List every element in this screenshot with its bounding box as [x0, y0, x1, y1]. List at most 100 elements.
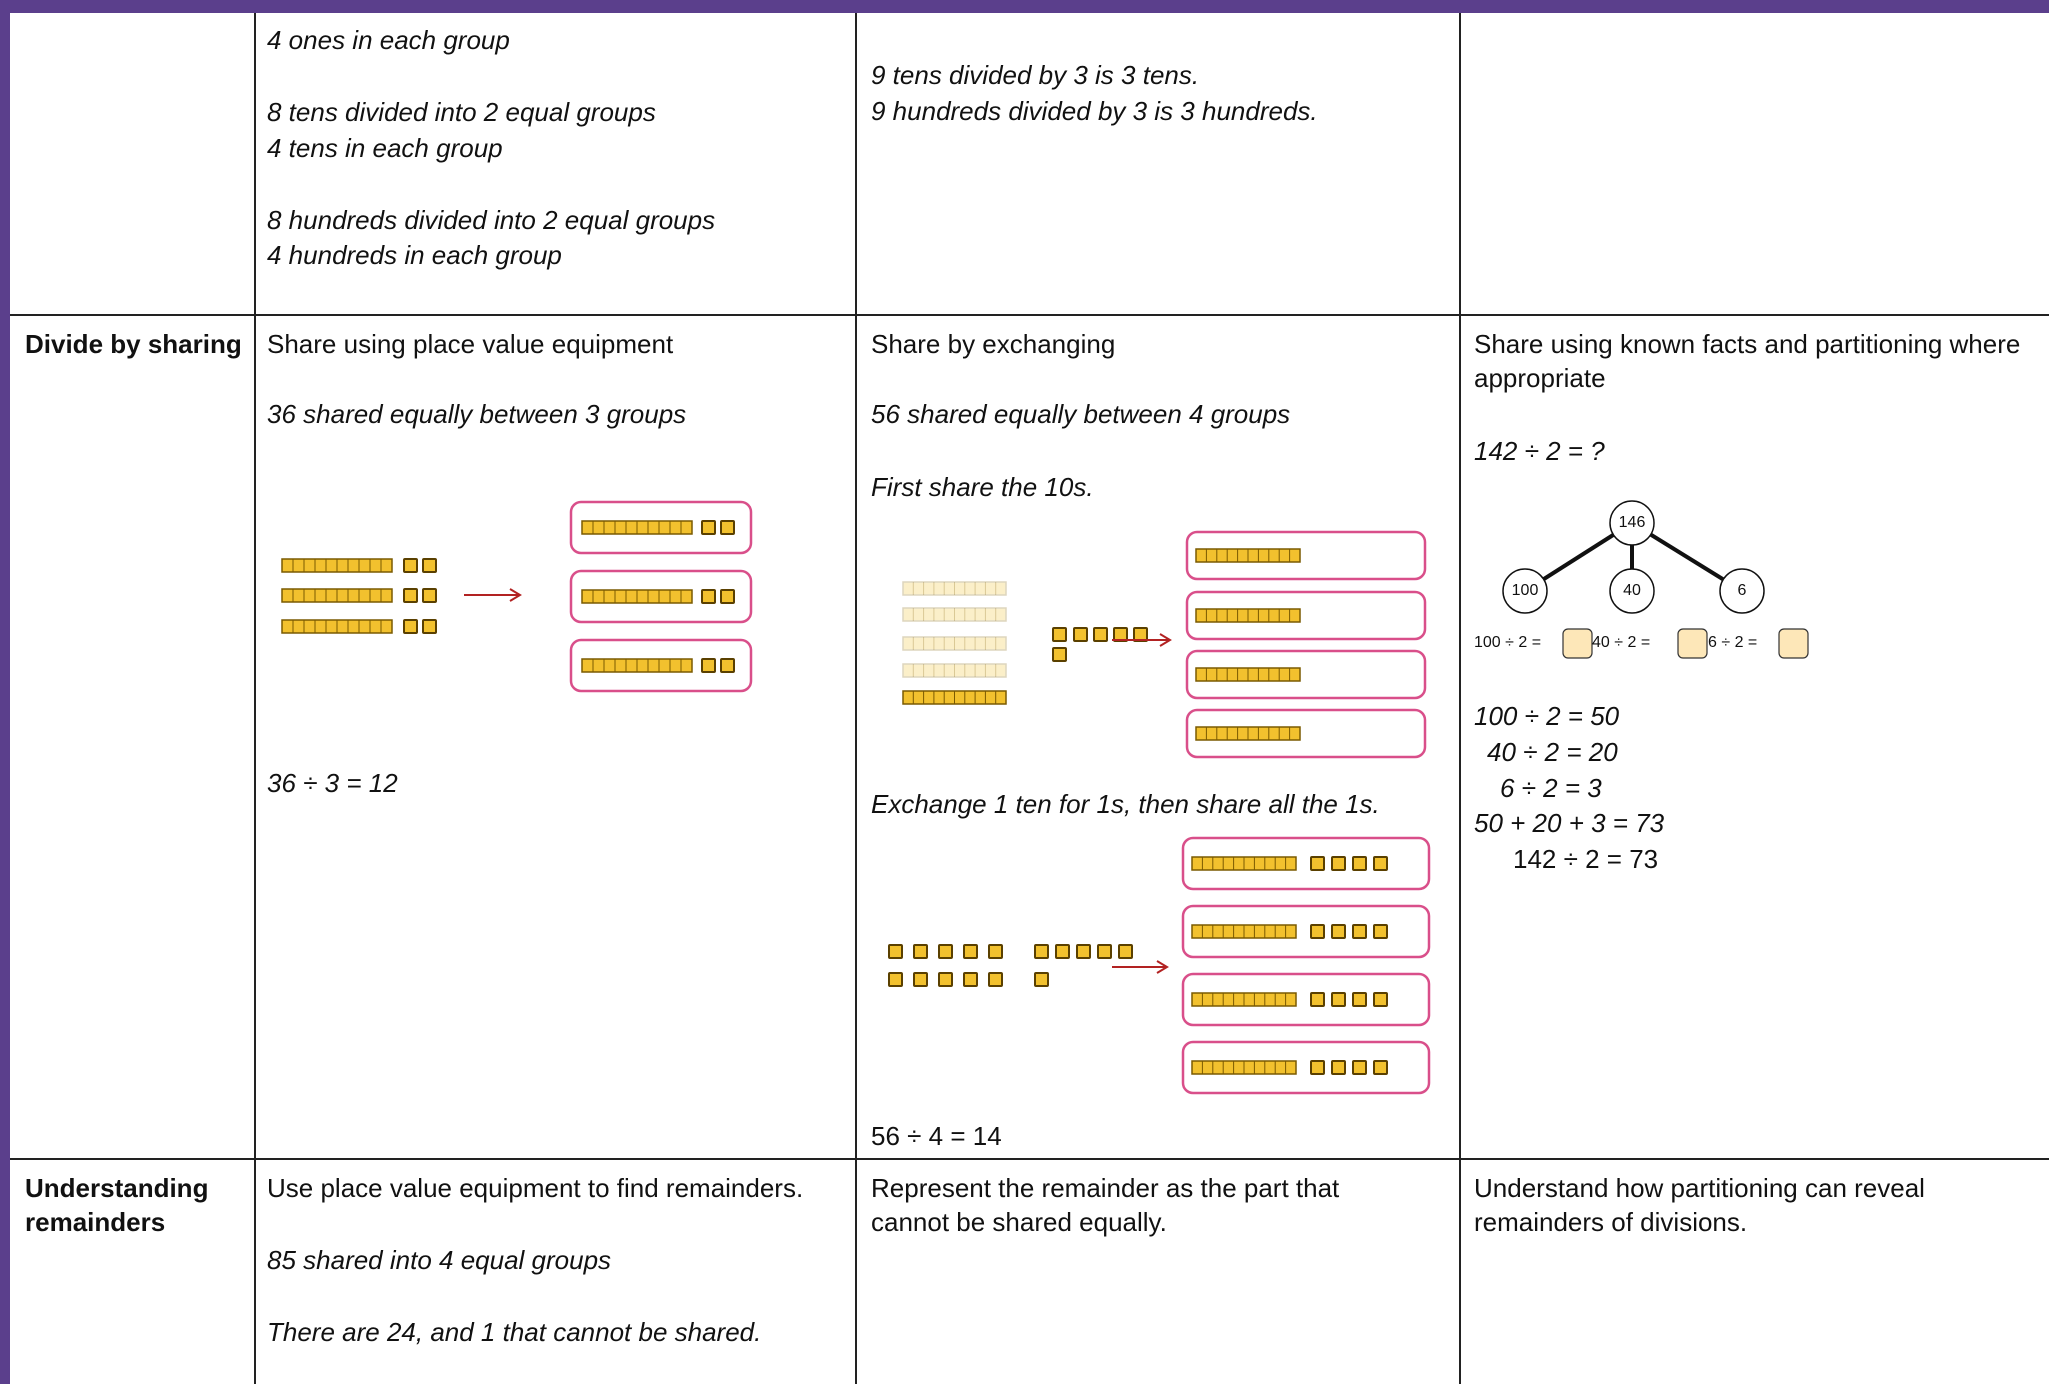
frame-left — [0, 0, 10, 1384]
node — [1609, 500, 1655, 546]
grid-line — [254, 13, 256, 1384]
tens-rod — [902, 636, 1007, 651]
ones-cube — [1034, 944, 1049, 959]
ones-cube — [1331, 856, 1346, 871]
text: 100 ÷ 2 = 50 — [1474, 701, 1620, 731]
prompt: 40 ÷ 2 = — [1592, 634, 1651, 651]
group-box — [569, 500, 753, 555]
text: 8 tens divided into 2 equal groups — [267, 97, 656, 127]
ones-cube — [1052, 647, 1067, 662]
ones-cube — [1331, 924, 1346, 939]
text: First share the 10s. — [871, 472, 1094, 502]
ones-cube — [1093, 627, 1108, 642]
text: 142 ÷ 2 = ? — [1474, 436, 1605, 466]
ones-cube — [422, 588, 437, 603]
arrow-head — [1159, 633, 1172, 647]
prompt: 100 ÷ 2 = — [1474, 634, 1542, 651]
group-box — [1181, 836, 1431, 891]
arrow-head — [509, 588, 522, 602]
ones-cube — [701, 658, 716, 673]
whole-label: 146 — [1618, 514, 1646, 531]
grid-line — [10, 1158, 2049, 1160]
group-box — [1185, 649, 1427, 700]
text: Exchange 1 ten for 1s, then share all th… — [871, 789, 1380, 819]
text: 36 shared equally between 3 groups — [267, 399, 687, 429]
ones-cube — [1097, 944, 1112, 959]
part-label: 100 — [1511, 582, 1539, 599]
ones-cube — [1331, 992, 1346, 1007]
text: 56 shared equally between 4 groups — [871, 399, 1291, 429]
text: 85 shared into 4 equal groups — [267, 1245, 612, 1275]
frame-top — [0, 0, 2049, 13]
answer-box — [1778, 628, 1809, 659]
ones-cube — [403, 619, 418, 634]
ones-cube — [1352, 992, 1367, 1007]
text: 9 tens divided by 3 is 3 tens. — [871, 60, 1200, 90]
ones-cube — [403, 588, 418, 603]
group-box — [1185, 708, 1427, 759]
text: 9 hundreds divided by 3 is 3 hundreds. — [871, 96, 1318, 126]
group-box — [1181, 904, 1431, 959]
ones-cube — [403, 558, 418, 573]
group-box — [1181, 972, 1431, 1027]
ones-cube — [963, 944, 978, 959]
text: Share using known facts and partitioning… — [1474, 329, 2021, 393]
text: Use place value equipment to find remain… — [267, 1173, 804, 1203]
node — [1609, 568, 1655, 614]
text: 40 ÷ 2 = 20 — [1487, 737, 1618, 767]
text: Share by exchanging — [871, 329, 1116, 359]
ones-cube — [1076, 944, 1091, 959]
ones-cube — [1310, 1060, 1325, 1075]
node — [1719, 568, 1765, 614]
group-box — [1185, 590, 1427, 641]
ones-cube — [1055, 944, 1070, 959]
answer-box — [1562, 628, 1593, 659]
ones-cube — [720, 589, 735, 604]
text: 50 + 20 + 3 = 73 — [1474, 808, 1665, 838]
ones-cube — [720, 520, 735, 535]
ones-cube — [938, 944, 953, 959]
grid-line — [1459, 13, 1461, 1384]
answer-box — [1677, 628, 1708, 659]
ones-cube — [701, 589, 716, 604]
text: 8 hundreds divided into 2 equal groups — [267, 205, 716, 235]
ones-cube — [720, 658, 735, 673]
ones-cube — [1034, 972, 1049, 987]
ones-cube — [1310, 924, 1325, 939]
ones-cube — [1352, 856, 1367, 871]
ones-cube — [1373, 924, 1388, 939]
ones-cube — [422, 558, 437, 573]
ones-cube — [888, 944, 903, 959]
ones-cube — [1331, 1060, 1346, 1075]
text: 4 hundreds in each group — [267, 240, 562, 270]
ones-cube — [1073, 627, 1088, 642]
ones-cube — [1118, 944, 1133, 959]
text: 56 ÷ 4 = 14 — [871, 1121, 1002, 1151]
part-label: 40 — [1623, 582, 1641, 599]
ones-cube — [988, 944, 1003, 959]
ones-cube — [1352, 924, 1367, 939]
text: Share using place value equipment — [267, 329, 674, 359]
ones-cube — [1373, 992, 1388, 1007]
grid-line — [855, 13, 857, 1384]
group-box — [569, 638, 753, 693]
group-box — [1185, 530, 1427, 581]
prompt: 6 ÷ 2 = — [1708, 634, 1758, 651]
ones-cube — [1052, 627, 1067, 642]
ones-cube — [938, 972, 953, 987]
part-label: 6 — [1737, 582, 1747, 599]
ones-cube — [1373, 856, 1388, 871]
text: Understand how partitioning can reveal r… — [1474, 1173, 1925, 1237]
ones-cube — [913, 972, 928, 987]
text: Represent the remainder as the part that… — [871, 1173, 1340, 1237]
text: There are 24, and 1 that cannot be share… — [267, 1317, 762, 1347]
ones-cube — [422, 619, 437, 634]
ones-cube — [701, 520, 716, 535]
ones-cube — [1352, 1060, 1367, 1075]
row-heading: Divide by sharing — [25, 329, 242, 359]
ones-cube — [1373, 1060, 1388, 1075]
tens-rod — [902, 581, 1007, 596]
row-heading: Understanding remainders — [25, 1173, 209, 1237]
tens-rod — [902, 663, 1007, 678]
